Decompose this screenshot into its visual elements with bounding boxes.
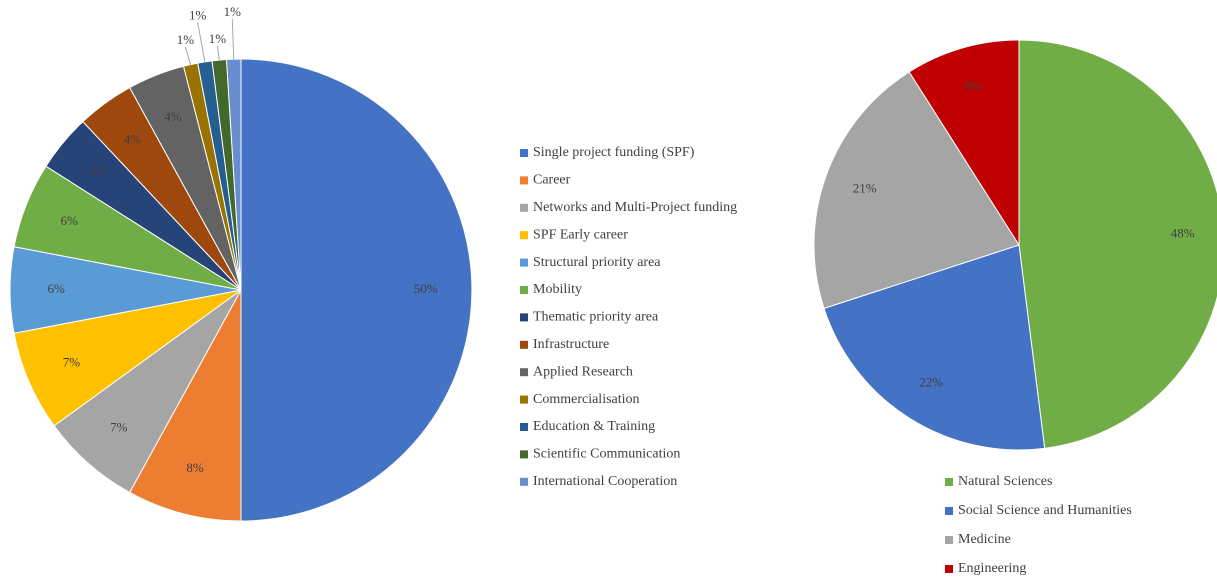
data-label: 7% [63, 354, 81, 369]
legend-swatch [520, 286, 528, 294]
leader-line [197, 22, 206, 62]
legend-label: Infrastructure [533, 337, 609, 352]
legend-swatch [520, 477, 528, 486]
pie-slice [813, 71, 1020, 309]
data-label: 48% [1171, 226, 1195, 241]
legend-swatch [520, 368, 528, 377]
legend-label: Commercialisation [533, 392, 640, 407]
data-label: 1% [209, 31, 227, 46]
legend-swatch [520, 176, 528, 185]
data-label: 4% [164, 109, 182, 124]
legend-swatch [945, 536, 953, 544]
pie-slice [1018, 39, 1217, 449]
legend-label: Thematic priority area [533, 310, 659, 325]
data-label: 21% [853, 180, 877, 195]
data-label: 1% [224, 4, 242, 19]
legend-swatch [945, 565, 953, 573]
data-label: 6% [48, 281, 66, 296]
data-label: 8% [186, 460, 204, 475]
data-label: 4% [90, 163, 108, 178]
legend-swatch [520, 258, 528, 267]
leader-line [231, 19, 235, 60]
legend-swatch [520, 203, 528, 212]
leader-line [184, 46, 192, 65]
legend-label: Medicine [958, 532, 1011, 547]
pie-slice [13, 289, 242, 427]
legend-label: Single project funding (SPF) [533, 145, 695, 160]
pie-slice [823, 244, 1046, 451]
leader-line [216, 46, 220, 61]
pie-slice [240, 58, 473, 522]
legend-swatch [520, 450, 528, 459]
data-label: 7% [110, 420, 128, 435]
pie-slice [129, 289, 242, 522]
data-label: 50% [414, 281, 438, 296]
legend-swatch [945, 507, 953, 515]
legend-swatch [520, 423, 528, 431]
legend-swatch [520, 149, 528, 157]
legend-label: Networks and Multi-Project funding [533, 200, 737, 215]
data-label: 22% [919, 374, 943, 389]
legend-label: Engineering [958, 561, 1026, 576]
legend-label: Natural Sciences [958, 474, 1052, 489]
legend-swatch [520, 340, 528, 349]
legend-label: Mobility [533, 282, 582, 297]
legend-label: Structural priority area [533, 255, 661, 270]
legend-swatch [945, 478, 953, 486]
legend-label: Education & Training [533, 419, 655, 434]
legend-label: Applied Research [533, 364, 633, 379]
legend-label: SPF Early career [533, 227, 628, 242]
data-label: 9% [965, 78, 983, 93]
legend-label: Career [533, 173, 571, 188]
legend-label: International Cooperation [533, 474, 677, 489]
pie-slice [53, 289, 242, 494]
legend-label: Scientific Communication [533, 447, 680, 462]
legend-label: Social Science and Humanities [958, 503, 1132, 518]
legend-swatch [520, 313, 528, 322]
data-label: 1% [177, 32, 195, 47]
legend-swatch [520, 231, 528, 240]
data-label: 6% [61, 213, 79, 228]
legend-swatch [520, 395, 528, 404]
data-label: 1% [189, 7, 207, 22]
data-label: 4% [124, 131, 142, 146]
pie-slice [908, 39, 1020, 247]
